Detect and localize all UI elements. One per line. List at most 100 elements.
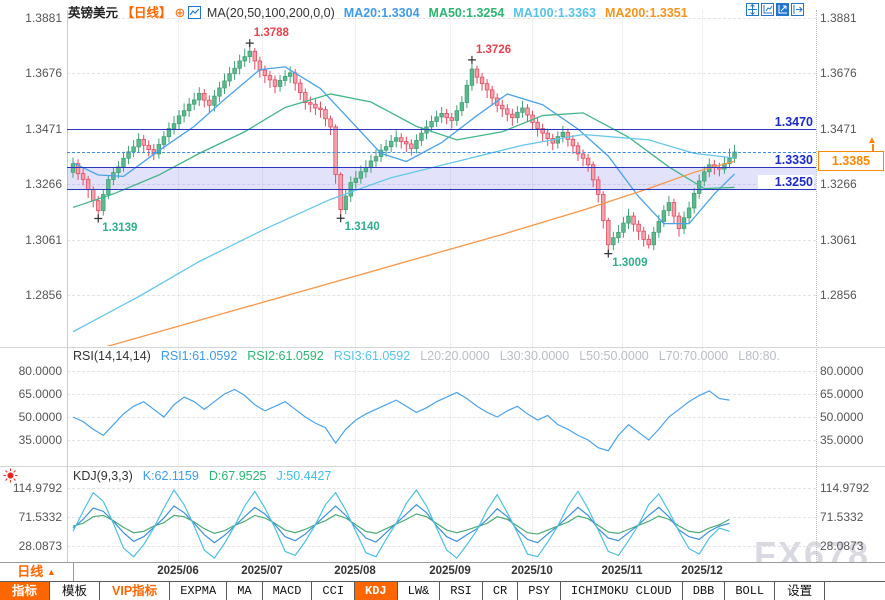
chart-type-icon[interactable] (188, 6, 202, 22)
ma-value-label: MA100:1.3363 (513, 6, 596, 20)
y-axis-label-right: 1.3266 (820, 177, 857, 192)
main-gridline (67, 239, 816, 241)
indicator-value-label: J:50.4427 (276, 469, 332, 483)
plot-left-border (67, 10, 68, 562)
price-up-arrow-stem (872, 144, 874, 151)
horizontal-level-line (67, 129, 816, 131)
toolbar-item-CR[interactable]: CR (483, 582, 519, 600)
kdj-header: KDJ(9,3,3) K:62.1159 D:67.9525 J:50.4427 (73, 469, 341, 483)
toolbar-item-KDJ[interactable]: KDJ (355, 582, 398, 600)
y-axis-label-right: 71.5332 (820, 510, 864, 524)
toolbar-item-模板[interactable]: 模板 (50, 582, 101, 600)
x-axis-month-label: 2025/07 (241, 565, 283, 577)
y-axis-label-right: 1.3676 (820, 66, 857, 81)
price-annotation-1.3788: 1.3788 (253, 27, 289, 40)
rsi-gridline (67, 417, 816, 418)
y-axis-label-right: 114.9792 (820, 481, 870, 495)
y-axis-label-right: 1.3881 (820, 11, 857, 25)
exit-icon[interactable] (791, 3, 804, 16)
level-price-label: 1.3250 (758, 174, 814, 189)
y-axis-label-left: 65.0000 (18, 387, 62, 401)
ma-settings-label: MA(20,50,100,200,0,0) (206, 6, 335, 20)
indicator-value-label: RSI2:61.0592 (247, 349, 324, 363)
toolbar-item-ICHIMOKU CLOUD[interactable]: ICHIMOKU CLOUD (561, 582, 683, 600)
timeframe-up-arrow-icon: ▲ (46, 567, 56, 577)
x-axis-month-label: 2025/12 (681, 565, 723, 577)
toolbar-item-指标[interactable]: 指标 (0, 582, 51, 600)
timeframe-selector-button[interactable]: 日线 ▲ (0, 563, 74, 581)
indicator-value-label: RSI1:61.0592 (160, 349, 238, 363)
indicator-toolbar: 指标 模板 VIP指标 EXPMA MA MACD CCI KDJ LW& RSI CR PSY ICH… (0, 581, 885, 600)
indicator-settings-icon[interactable] (3, 468, 18, 486)
timeframe-selector-label: 日线 (17, 564, 44, 579)
toolbar-item-BOLL[interactable]: BOLL (725, 582, 776, 600)
y-axis-label-left: 1.3881 (25, 11, 62, 25)
rsi-header: RSI(14,14,14) RSI1:61.0592 RSI2:61.0592 RSI… (73, 349, 790, 363)
indicator-level-label: L20:20.0000 (420, 349, 490, 363)
toolbar-item-PSY[interactable]: PSY (518, 582, 561, 600)
toolbar-item-LW&[interactable]: LW& (398, 582, 441, 600)
main-gridline (67, 128, 816, 130)
main-gridline (67, 295, 816, 296)
kdj-gridline (67, 546, 816, 547)
toolbar-item-RSI[interactable]: RSI (440, 582, 483, 600)
main-gridline (67, 73, 816, 75)
price-annotation-1.3009: 1.3009 (612, 256, 648, 269)
x-axis-month-label: 2025/10 (511, 565, 553, 577)
month-gridline (622, 10, 623, 561)
current-price-value: 1.3385 (831, 154, 871, 168)
axis-settings-icon[interactable] (776, 3, 789, 16)
auto-scale-icon[interactable] (761, 3, 774, 16)
current-price-tag: 1.3385 (818, 151, 884, 171)
timeframe-label[interactable]: 【日线】 (121, 6, 172, 20)
y-axis-label-right: 1.2856 (820, 288, 857, 302)
y-axis-label-right: 35.0000 (820, 433, 864, 447)
toolbar-item-CCI[interactable]: CCI (312, 582, 356, 600)
y-axis-label-right: 50.0000 (820, 410, 864, 424)
price-annotation-1.3726: 1.3726 (475, 43, 512, 56)
y-axis-label-left: 1.3471 (25, 121, 62, 136)
y-axis-label-left: 35.0000 (18, 433, 62, 447)
indicator-title: RSI(14,14,14) (73, 349, 151, 363)
current-price-dashed-line (67, 152, 816, 154)
pane-separator (0, 466, 885, 467)
toolbar-item-MA[interactable]: MA (227, 582, 263, 600)
y-axis-label-right: 80.0000 (820, 364, 864, 378)
toolbar-item-设置[interactable]: 设置 (775, 582, 826, 600)
indicator-value-label: K:62.1159 (142, 469, 199, 483)
pan-tool-icon[interactable] (746, 3, 759, 16)
indicator-title: KDJ(9,3,3) (73, 469, 133, 483)
indicator-value-label: D:67.9525 (208, 469, 267, 483)
y-axis-label-left: 1.3676 (25, 66, 62, 81)
toolbar-filler (825, 582, 885, 600)
ma-value-label: MA50:1.3254 (428, 6, 505, 20)
rsi-gridline (67, 371, 816, 372)
kdj-gridline (67, 488, 816, 489)
y-axis-label-left: 1.3061 (25, 232, 62, 247)
y-axis-label-right: 65.0000 (820, 387, 864, 401)
indicator-level-label: L70:70.0000 (658, 349, 729, 363)
toolbar-item-MACD[interactable]: MACD (263, 582, 313, 600)
add-indicator-icon[interactable]: ⊕ (174, 5, 186, 20)
toolbar-item-DBB[interactable]: DBB (683, 582, 726, 600)
month-gridline (355, 10, 356, 561)
month-gridline (702, 10, 703, 561)
rsi-gridline (67, 440, 816, 441)
toolbar-item-EXPMA[interactable]: EXPMA (170, 582, 228, 600)
price-annotation-1.3139: 1.3139 (102, 221, 138, 234)
y-axis-label-left: 1.3266 (25, 177, 62, 192)
indicator-value-label: RSI3:61.0592 (333, 349, 411, 363)
pane-separator (0, 347, 885, 348)
ma-value-label: MA20:1.3304 (343, 6, 420, 20)
indicator-level-label: L80:80. (738, 349, 780, 363)
level-price-label: 1.3330 (758, 152, 814, 167)
indicator-level-label: L50:50.0000 (579, 349, 649, 363)
month-gridline (450, 10, 451, 561)
horizontal-level-line (67, 188, 816, 190)
plot-right-border (816, 10, 817, 562)
toolbar-item-VIP指标[interactable]: VIP指标 (100, 582, 171, 600)
